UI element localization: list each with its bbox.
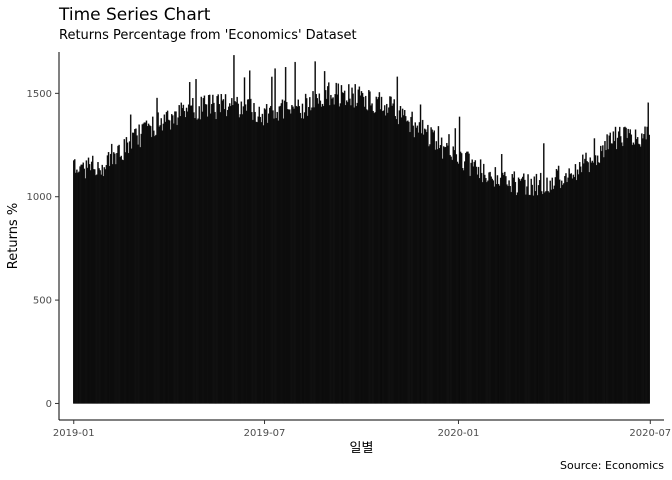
bar-series bbox=[73, 55, 650, 404]
bar bbox=[648, 134, 650, 404]
y-axis-ticks: 0 500 1000 1500 bbox=[27, 89, 59, 410]
x-axis-ticks: 2019-01 2019-07 2020-01 2020-07 bbox=[53, 420, 671, 439]
x-tick-label: 2020-01 bbox=[438, 428, 480, 439]
y-axis-title: Returns % bbox=[6, 203, 21, 269]
chart-subtitle: Returns Percentage from 'Economics' Data… bbox=[59, 28, 357, 43]
y-tick-label: 500 bbox=[33, 296, 52, 307]
y-tick-label: 1000 bbox=[27, 192, 52, 203]
y-tick-label: 0 bbox=[46, 399, 52, 410]
x-tick-label: 2019-01 bbox=[53, 428, 95, 439]
chart-title: Time Series Chart bbox=[59, 5, 211, 25]
x-tick-label: 2019-07 bbox=[244, 428, 286, 439]
x-axis-title: 일별 bbox=[350, 441, 374, 456]
x-tick-label: 2020-07 bbox=[629, 428, 671, 439]
y-tick-label: 1500 bbox=[27, 89, 52, 100]
chart-caption: Source: Economics bbox=[560, 459, 664, 472]
